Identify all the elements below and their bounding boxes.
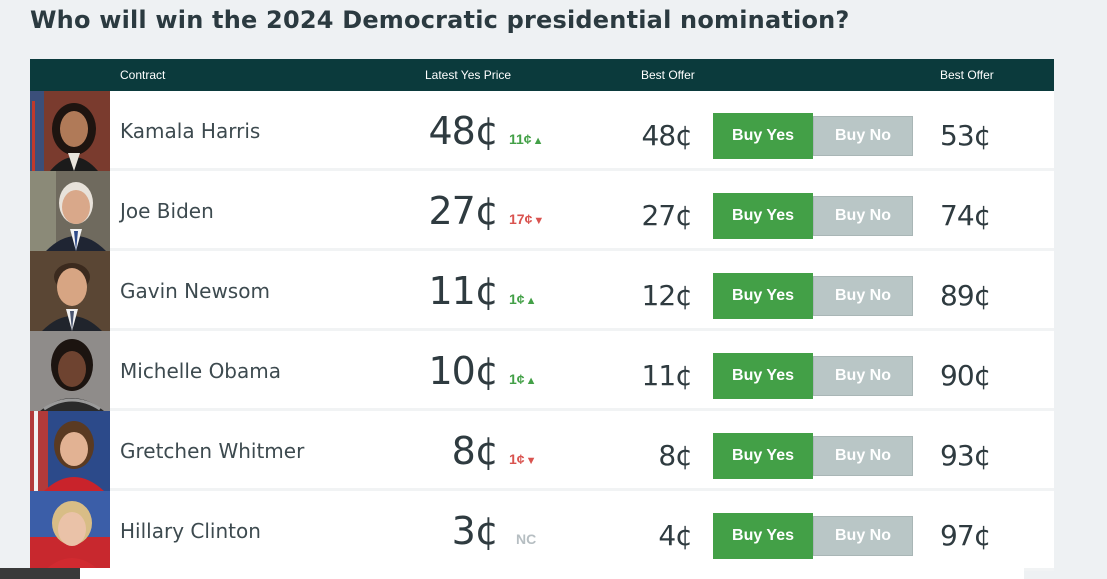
candidate-photo (30, 411, 110, 491)
header-contract: Contract (120, 68, 166, 82)
contract-name: Hillary Clinton (120, 519, 261, 543)
candidate-photo (30, 331, 110, 411)
buy-yes-button[interactable]: Buy Yes (713, 193, 813, 239)
table-header: Contract Latest Yes Price Best Offer Bes… (30, 59, 1054, 91)
table-row: Kamala Harris 48¢ 11¢▲ 48¢ Buy Yes Buy N… (30, 91, 1054, 171)
price-change-value: 1¢ (509, 451, 525, 467)
buy-yes-button[interactable]: Buy Yes (713, 513, 813, 559)
buy-no-button[interactable]: Buy No (813, 116, 913, 156)
header-best-offer-no: Best Offer (940, 68, 994, 82)
best-offer-yes: 12¢ (641, 279, 693, 312)
table-row: Michelle Obama 10¢ 1¢▲ 11¢ Buy Yes Buy N… (30, 331, 1054, 411)
price-change-value: 1¢ (509, 371, 525, 387)
price-change: NC (516, 531, 536, 547)
contracts-table: Contract Latest Yes Price Best Offer Bes… (30, 59, 1054, 571)
candidate-photo (30, 491, 110, 571)
price-change: 1¢▲ (509, 371, 536, 387)
contract-name: Kamala Harris (120, 119, 261, 143)
best-offer-no: 97¢ (940, 519, 991, 552)
contract-name: Gavin Newsom (120, 279, 270, 303)
best-offer-no: 93¢ (940, 439, 991, 472)
buy-no-button[interactable]: Buy No (813, 516, 913, 556)
best-offer-no: 90¢ (940, 359, 991, 392)
latest-yes-price: 8¢ (451, 429, 499, 473)
table-row: Joe Biden 27¢ 17¢▼ 27¢ Buy Yes Buy No 74… (30, 171, 1054, 251)
latest-yes-price: 10¢ (428, 349, 499, 393)
contract-name: Michelle Obama (120, 359, 281, 383)
latest-yes-price: 27¢ (428, 189, 499, 233)
header-latest-yes-price: Latest Yes Price (425, 68, 512, 82)
arrow-down-icon: ▼ (525, 455, 537, 467)
candidate-photo (30, 91, 110, 171)
price-change: 1¢▲ (509, 291, 536, 307)
best-offer-no: 89¢ (940, 279, 991, 312)
latest-yes-price: 11¢ (428, 269, 499, 313)
buy-yes-button[interactable]: Buy Yes (713, 433, 813, 479)
price-change: 11¢▲ (509, 131, 543, 147)
table-row-partial (0, 568, 1024, 579)
table-row: Hillary Clinton 3¢ NC 4¢ Buy Yes Buy No … (30, 491, 1054, 571)
buy-no-button[interactable]: Buy No (813, 196, 913, 236)
price-change: 1¢▼ (509, 451, 536, 467)
best-offer-yes: 11¢ (641, 359, 693, 392)
best-offer-yes: 4¢ (658, 519, 693, 552)
header-best-offer-yes: Best Offer (641, 68, 695, 82)
table-row: Gavin Newsom 11¢ 1¢▲ 12¢ Buy Yes Buy No … (30, 251, 1054, 331)
best-offer-no: 53¢ (940, 119, 991, 152)
table-row: Gretchen Whitmer 8¢ 1¢▼ 8¢ Buy Yes Buy N… (30, 411, 1054, 491)
price-change-value: NC (516, 531, 537, 547)
buy-no-button[interactable]: Buy No (813, 436, 913, 476)
price-change-value: 1¢ (509, 291, 525, 307)
latest-yes-price: 48¢ (428, 109, 499, 153)
candidate-photo (30, 171, 110, 251)
buy-yes-button[interactable]: Buy Yes (713, 113, 813, 159)
best-offer-no: 74¢ (940, 199, 991, 232)
contract-name: Joe Biden (120, 199, 214, 223)
page-title: Who will win the 2024 Democratic preside… (30, 6, 850, 34)
arrow-up-icon: ▲ (525, 295, 537, 307)
buy-no-button[interactable]: Buy No (813, 276, 913, 316)
arrow-down-icon: ▼ (533, 215, 545, 227)
buy-no-button[interactable]: Buy No (813, 356, 913, 396)
price-change-value: 17¢ (509, 211, 533, 227)
price-change-value: 11¢ (509, 131, 532, 147)
buy-yes-button[interactable]: Buy Yes (713, 273, 813, 319)
best-offer-yes: 8¢ (658, 439, 693, 472)
best-offer-yes: 27¢ (641, 199, 693, 232)
candidate-photo (0, 568, 80, 579)
price-change: 17¢▼ (509, 211, 544, 227)
contract-name: Gretchen Whitmer (120, 439, 305, 463)
candidate-photo (30, 251, 110, 331)
buy-yes-button[interactable]: Buy Yes (713, 353, 813, 399)
latest-yes-price: 3¢ (451, 509, 499, 553)
arrow-up-icon: ▲ (525, 375, 537, 387)
best-offer-yes: 48¢ (641, 119, 693, 152)
arrow-up-icon: ▲ (532, 135, 544, 147)
